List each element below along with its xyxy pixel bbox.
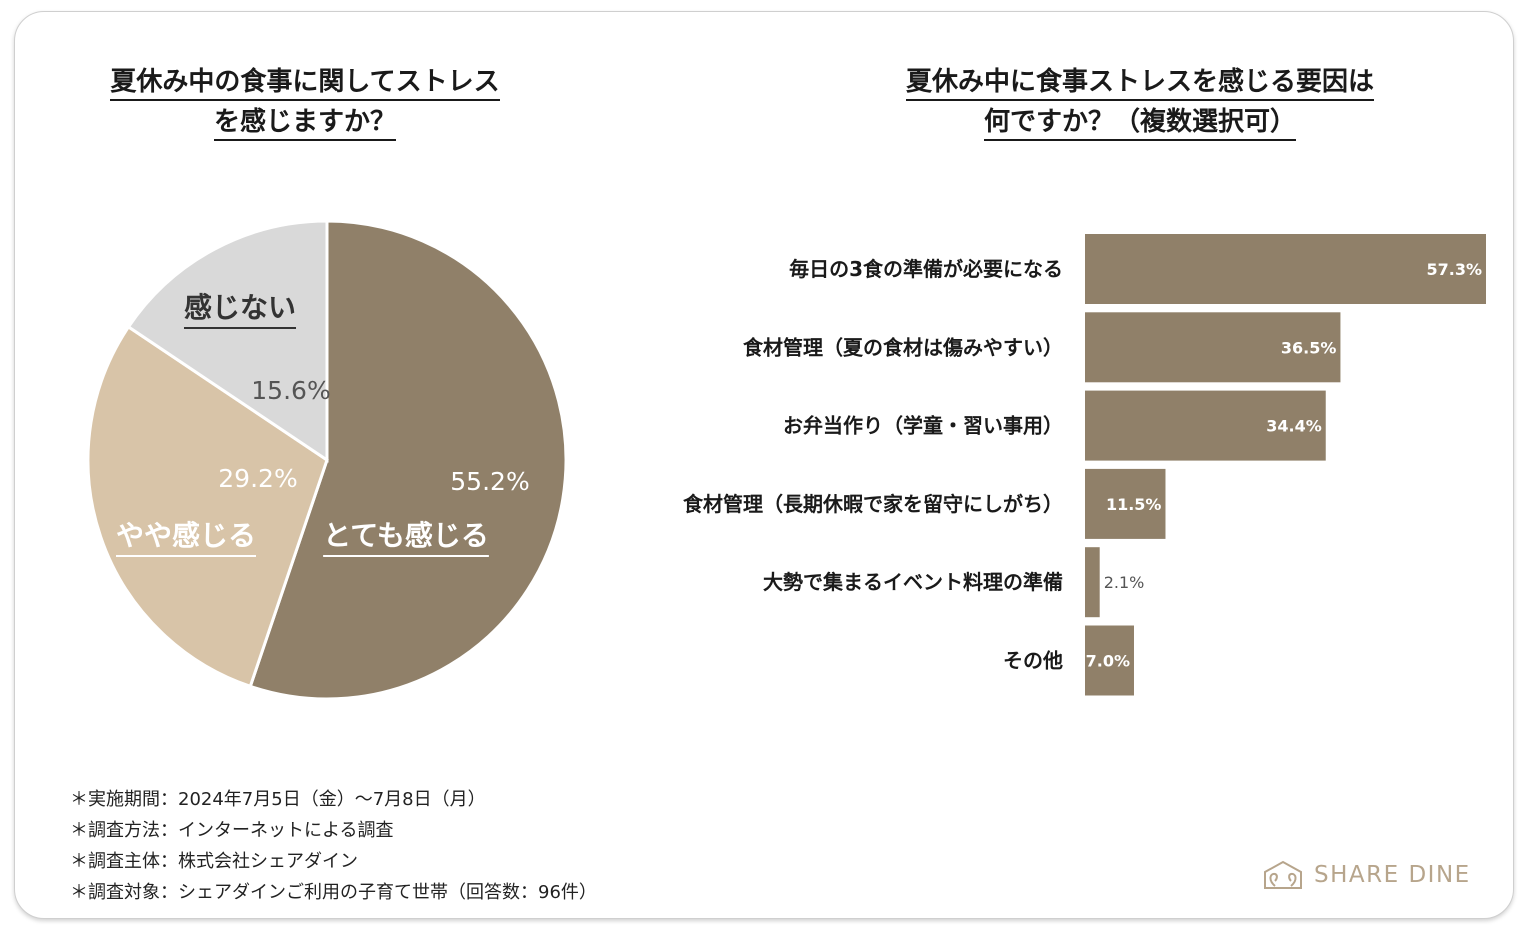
bar-chart: 毎日の3食の準備が必要になる 57.3% 食材管理（夏の食材は傷みやすい） 36.5%… <box>683 234 1486 696</box>
bar-category-label: 毎日の3食の準備が必要になる <box>789 257 1063 281</box>
pie-category-label: やや感じる <box>116 519 256 552</box>
note-method: ＊調査方法：インターネットによる調査 <box>70 820 394 841</box>
pie-chart-title: 夏休み中の食事に関してストレス を感じますか？ <box>60 62 550 142</box>
bar <box>1085 468 1166 539</box>
pie-slice <box>248 219 568 701</box>
pie-category-label: とても感じる <box>323 519 489 552</box>
pie-title-line2: を感じますか？ <box>213 105 396 141</box>
bar-category-label: 大勢で集まるイベント料理の準備 <box>763 570 1063 594</box>
share-dine-logo: SHARE DINE <box>1262 860 1471 890</box>
note-period: ＊実施期間：2024年7月5日（金）～7月8日（月） <box>70 789 486 810</box>
pie-category-label: 感じない <box>184 291 296 324</box>
bar-value-label: 34.4% <box>1266 417 1322 436</box>
bar <box>1085 312 1341 383</box>
bar-value-label: 7.0% <box>1086 652 1130 671</box>
bar-category-label: 食材管理（夏の食材は傷みやすい） <box>743 335 1063 359</box>
bar <box>1085 234 1486 304</box>
pie-title-line1: 夏休み中の食事に関してストレス <box>110 65 500 101</box>
bar-value-label: 2.1% <box>1104 573 1145 592</box>
logo-text: SHARE DINE <box>1314 862 1471 888</box>
bar-value-label: 57.3% <box>1426 260 1482 279</box>
bar <box>1085 625 1134 696</box>
bar-category-label: お弁当作り（学童・習い事用） <box>783 414 1063 438</box>
bar-chart-title: 夏休み中に食事ストレスを感じる要因は 何ですか？（複数選択可） <box>830 62 1450 142</box>
bar-value-label: 36.5% <box>1281 338 1337 357</box>
bar-title-line1: 夏休み中に食事ストレスを感じる要因は <box>905 65 1374 101</box>
bar-category-label: 食材管理（長期休暇で家を留守にしがち） <box>683 492 1063 516</box>
bar <box>1085 547 1100 618</box>
note-organizer: ＊調査主体：株式会社シェアダイン <box>70 851 358 872</box>
bar <box>1085 390 1326 461</box>
pie-value-label: 55.2% <box>450 467 529 496</box>
bar-title-line2: 何ですか？（複数選択可） <box>983 105 1296 141</box>
pie-chart: 55.2% とても感じる 29.2% やや感じる 15.6% 感じない <box>86 219 568 701</box>
note-target: ＊調査対象：シェアダインご利用の子育て世帯（回答数：96件） <box>70 882 597 903</box>
bar-value-label: 11.5% <box>1106 495 1162 514</box>
bar-category-label: その他 <box>1003 649 1063 673</box>
pie-slice <box>126 219 329 463</box>
pie-slice <box>86 324 329 689</box>
pie-value-label: 29.2% <box>218 464 297 493</box>
survey-notes: ＊実施期間：2024年7月5日（金）～7月8日（月） ＊調査方法：インターネット… <box>70 784 597 908</box>
pie-value-label: 15.6% <box>251 376 330 405</box>
share-dine-logo-icon <box>1264 860 1302 889</box>
